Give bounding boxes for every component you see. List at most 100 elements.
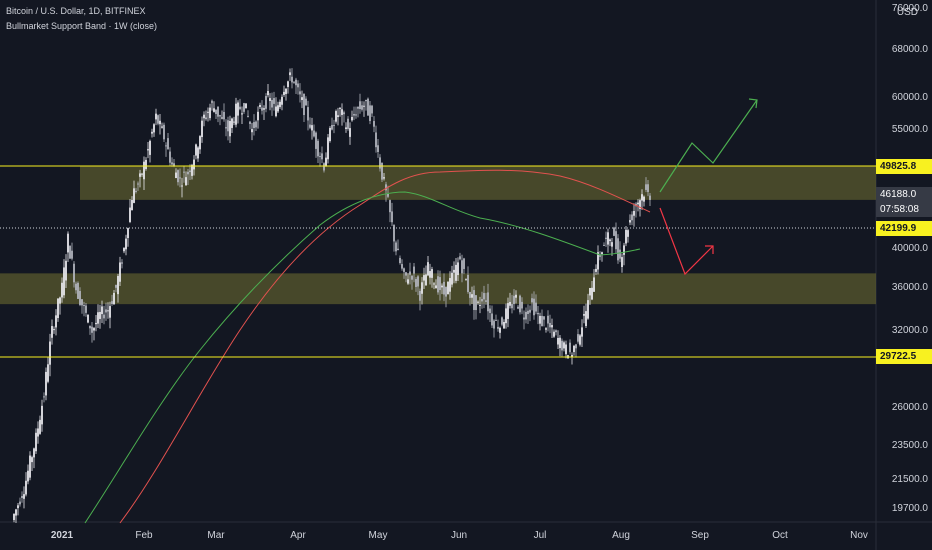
candle-body xyxy=(585,311,587,327)
candle-body xyxy=(137,183,139,185)
price-tick: 19700.0 xyxy=(891,503,928,514)
candle-body xyxy=(355,114,357,116)
candle-body xyxy=(411,275,413,280)
candle-body xyxy=(259,104,261,108)
time-tick: Apr xyxy=(290,530,306,541)
candle-body xyxy=(515,294,517,298)
candle-body xyxy=(487,292,489,312)
candle-body xyxy=(159,120,161,125)
candle-body xyxy=(391,211,393,223)
candle-body xyxy=(169,151,171,163)
candle-body xyxy=(497,326,499,329)
candle-body xyxy=(79,291,81,305)
candle-body xyxy=(533,298,535,316)
candle-body xyxy=(565,344,567,355)
candle-body xyxy=(279,101,281,108)
price-tick: 21500.0 xyxy=(891,474,928,485)
candle-body xyxy=(195,144,197,156)
candle-body xyxy=(135,190,137,192)
candle-body xyxy=(89,325,91,329)
candle-body xyxy=(527,310,529,315)
candle-body xyxy=(463,258,465,269)
indicator-legend[interactable]: Bullmarket Support Band · 1W (close) xyxy=(6,21,158,31)
candle-body xyxy=(97,312,99,324)
candle-body xyxy=(213,108,215,112)
candle-body xyxy=(569,342,571,353)
candle-body xyxy=(245,103,247,109)
candle-body xyxy=(475,295,477,311)
candle-body xyxy=(629,220,631,223)
candle-body xyxy=(271,100,273,108)
candle-body xyxy=(449,278,451,292)
candle-body xyxy=(177,170,179,183)
candle-body xyxy=(183,171,185,173)
candle-body xyxy=(369,105,371,121)
price-tick: 26000.0 xyxy=(891,402,928,413)
candle-body xyxy=(417,276,419,287)
candle-body xyxy=(13,513,15,521)
price-tick: 32000.0 xyxy=(891,325,928,336)
candle-body xyxy=(641,194,643,201)
candle-body xyxy=(301,97,303,100)
candle-body xyxy=(439,277,441,291)
candle-body xyxy=(625,229,627,244)
time-tick: Oct xyxy=(772,530,788,541)
candle-body xyxy=(387,193,389,197)
bullish-projection-arrow xyxy=(659,99,758,193)
candle-body xyxy=(523,317,525,320)
candle-body xyxy=(175,172,177,179)
candle-body xyxy=(223,111,225,120)
candle-body xyxy=(545,328,547,330)
candle-body xyxy=(357,107,359,109)
candle-body xyxy=(33,448,35,458)
candle-body xyxy=(69,245,71,259)
currency-label[interactable]: USD xyxy=(896,7,918,18)
candle-body xyxy=(163,124,165,140)
candle-body xyxy=(29,455,31,478)
candle-body xyxy=(617,238,619,261)
candle-body xyxy=(453,269,455,273)
candle-body xyxy=(15,509,17,516)
candle-body xyxy=(389,200,391,213)
price-tick: 36000.0 xyxy=(891,282,928,293)
candle-body xyxy=(405,272,407,276)
countdown-badge: 07:58:08 xyxy=(876,202,932,217)
candle-body xyxy=(409,271,411,275)
candle-body xyxy=(67,233,69,253)
candle-body xyxy=(219,115,221,117)
candle-body xyxy=(91,326,93,333)
candle-body xyxy=(95,322,97,325)
candle-body xyxy=(579,335,581,345)
candle-body xyxy=(143,161,145,180)
candle-body xyxy=(187,171,189,175)
candle-body xyxy=(633,210,635,216)
candle-body xyxy=(367,98,369,116)
candle-body xyxy=(147,149,149,151)
candle-body xyxy=(127,228,129,239)
candle-body xyxy=(465,279,467,281)
candle-body xyxy=(493,320,495,329)
candle-body xyxy=(297,83,299,88)
candle-body xyxy=(593,277,595,292)
candle-body xyxy=(509,301,511,306)
candle-body xyxy=(525,311,527,320)
support-band-red-line xyxy=(119,169,651,524)
candle-body xyxy=(571,354,573,357)
candle-body xyxy=(291,76,293,83)
candle-body xyxy=(289,72,291,76)
candle-body xyxy=(233,121,235,123)
support-band-green-line xyxy=(84,191,641,524)
candle-body xyxy=(51,326,53,338)
candle-body xyxy=(199,136,201,150)
candle-body xyxy=(205,117,207,119)
candle-body xyxy=(375,132,377,148)
candle-body xyxy=(275,106,277,117)
candle-body xyxy=(535,302,537,312)
candle-body xyxy=(575,344,577,349)
time-tick: Mar xyxy=(207,530,225,541)
candle-body xyxy=(119,262,121,282)
candle-body xyxy=(599,254,601,257)
candle-body xyxy=(485,300,487,302)
